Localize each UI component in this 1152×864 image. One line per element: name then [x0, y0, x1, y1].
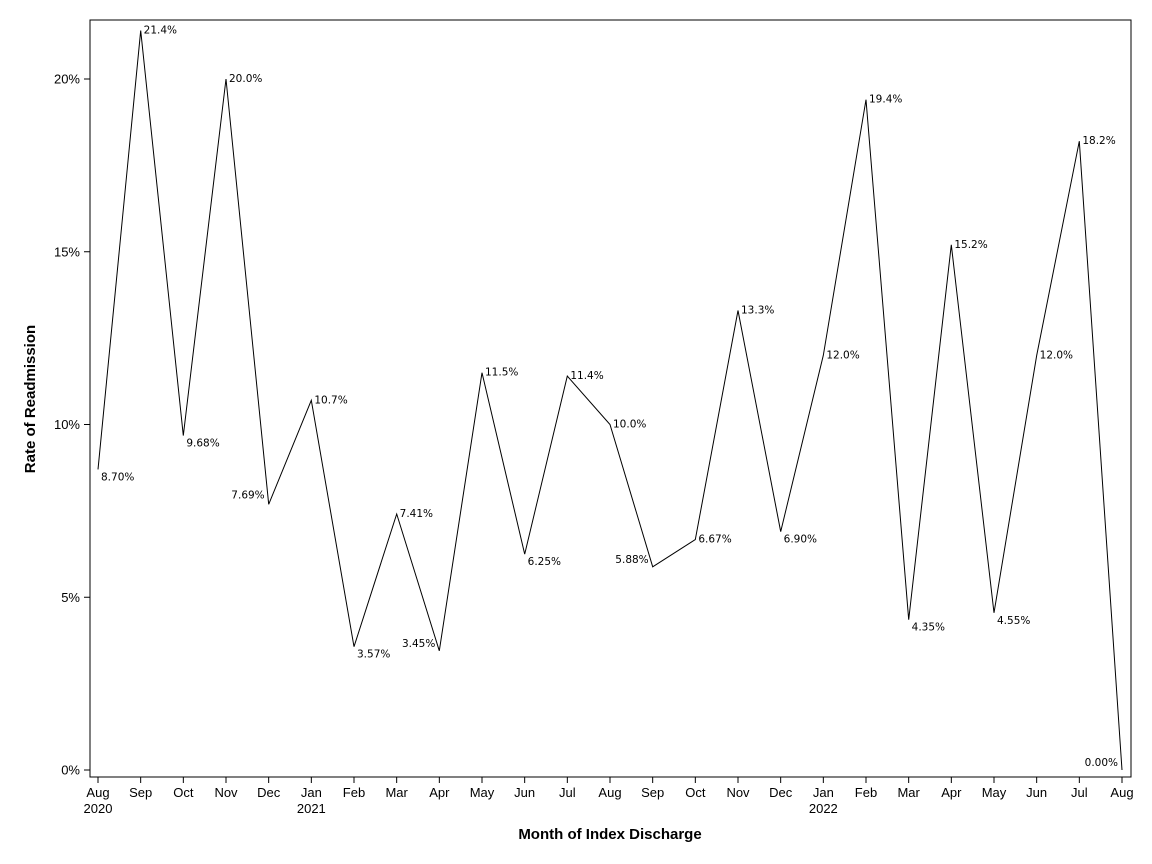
x-tick-label: May: [982, 785, 1007, 800]
data-label: 10.7%: [314, 394, 347, 406]
data-label: 18.2%: [1082, 135, 1115, 147]
data-labels: 8.70% 21.4% 9.68% 20.0% 7.69% 10.7% 3.57% 7.41%…: [101, 25, 1118, 769]
data-label: 5.88%: [615, 554, 648, 566]
x-axis: Aug Sep Oct Nov Dec Jan Feb Mar Apr May Jun Jul Aug S…: [84, 777, 1134, 816]
x-tick-label: Apr: [941, 785, 962, 800]
x-tick-label: Sep: [129, 785, 152, 800]
x-tick-label: Jan: [301, 785, 322, 800]
x-tick-label: Oct: [685, 785, 706, 800]
x-tick-label: Jan: [813, 785, 834, 800]
x-tick-label: Aug: [1110, 785, 1133, 800]
data-label: 7.41%: [400, 508, 433, 520]
data-label: 9.68%: [186, 438, 219, 450]
x-tick-label: Mar: [897, 785, 920, 800]
x-tick-label: Jul: [559, 785, 576, 800]
x-tick-label: Mar: [385, 785, 408, 800]
x-tick-label: Nov: [214, 785, 238, 800]
x-tick-label: Apr: [429, 785, 450, 800]
data-label: 7.69%: [231, 489, 264, 501]
x-tick-label: Feb: [855, 785, 877, 800]
y-tick-label: 10%: [54, 417, 80, 432]
x-year-label: 2022: [809, 801, 838, 816]
data-label: 6.90%: [784, 534, 817, 546]
x-tick-label: Jun: [1026, 785, 1047, 800]
x-tick-label: Aug: [86, 785, 109, 800]
data-label: 8.70%: [101, 471, 134, 483]
y-axis-title: Rate of Readmission: [22, 325, 39, 473]
series-line: [97, 30, 1123, 771]
x-year-label: 2020: [84, 801, 113, 816]
data-label: 11.4%: [570, 370, 603, 382]
x-year-label: 2021: [297, 801, 326, 816]
x-tick-label: Sep: [641, 785, 664, 800]
y-tick-label: 20%: [54, 72, 80, 87]
data-label: 12.0%: [826, 349, 859, 361]
data-label: 3.45%: [402, 638, 435, 650]
data-label: 6.67%: [698, 534, 731, 546]
x-tick-label: Jun: [514, 785, 535, 800]
data-label: 21.4%: [144, 25, 177, 37]
x-tick-label: May: [470, 785, 495, 800]
x-axis-title: Month of Index Discharge: [518, 826, 701, 843]
data-label: 13.3%: [741, 304, 774, 316]
data-label: 4.35%: [912, 622, 945, 634]
data-label: 15.2%: [954, 239, 987, 251]
x-tick-label: Feb: [343, 785, 365, 800]
y-axis: 0% 5% 10% 15% 20%: [54, 72, 90, 778]
y-tick-label: 5%: [61, 590, 80, 605]
data-label: 4.55%: [997, 615, 1030, 627]
data-label: 0.00%: [1085, 757, 1118, 769]
x-tick-label: Oct: [173, 785, 194, 800]
data-label: 6.25%: [528, 556, 561, 568]
x-tick-label: Jul: [1071, 785, 1088, 800]
data-label: 10.0%: [613, 419, 646, 431]
y-tick-label: 15%: [54, 244, 80, 259]
x-tick-label: Aug: [598, 785, 621, 800]
y-tick-label: 0%: [61, 763, 80, 778]
data-label: 19.4%: [869, 94, 902, 106]
x-tick-label: Nov: [726, 785, 750, 800]
data-label: 12.0%: [1040, 349, 1073, 361]
x-tick-label: Dec: [257, 785, 281, 800]
data-label: 11.5%: [485, 367, 518, 379]
x-tick-label: Dec: [769, 785, 793, 800]
data-label: 3.57%: [357, 649, 390, 661]
data-label: 20.0%: [229, 73, 262, 85]
plot-frame: [89, 19, 1132, 778]
